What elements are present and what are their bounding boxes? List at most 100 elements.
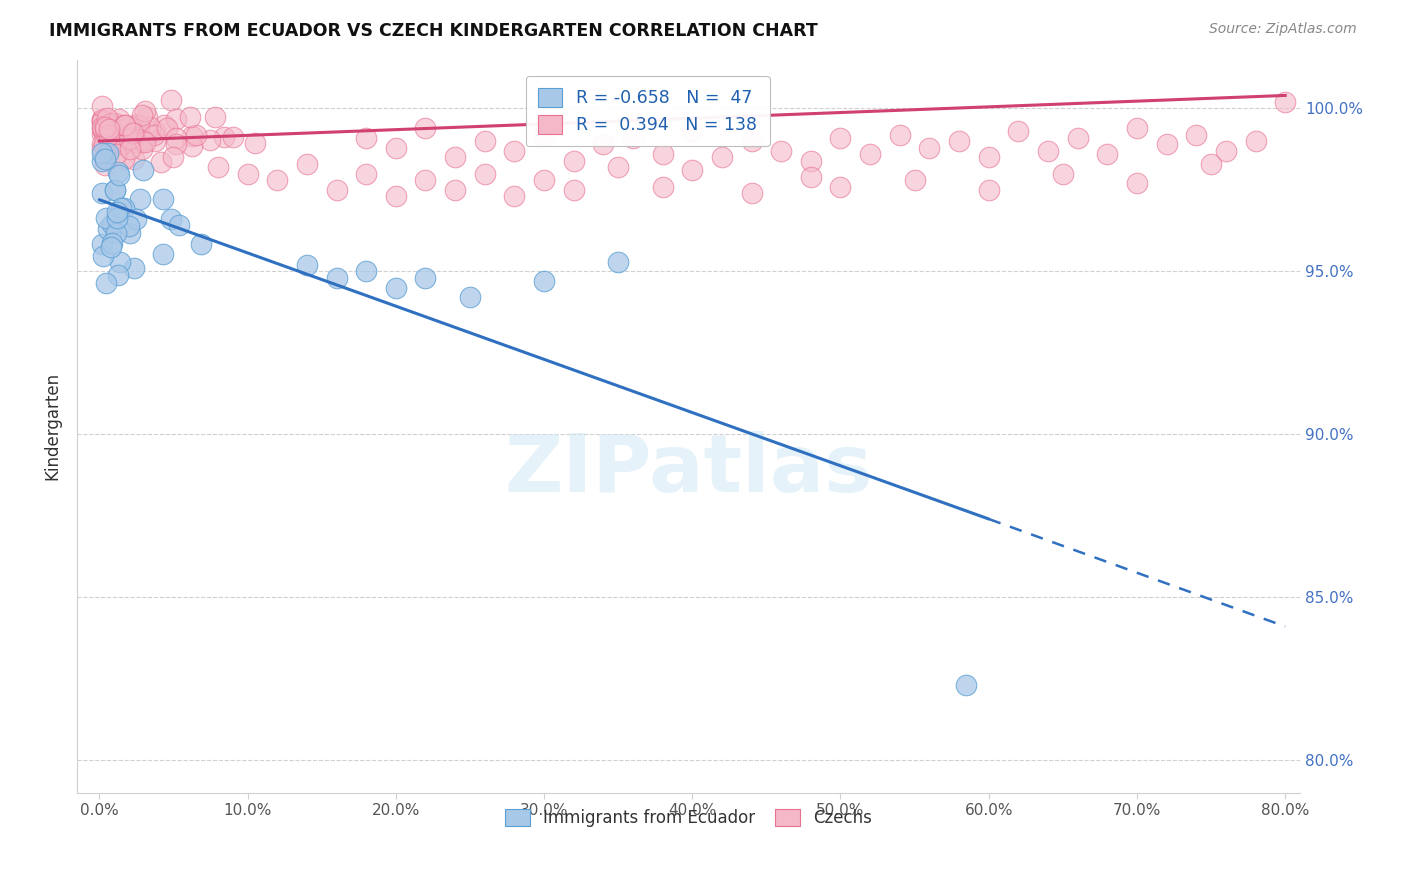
Point xyxy=(152,193,174,207)
Text: Source: ZipAtlas.com: Source: ZipAtlas.com xyxy=(1209,22,1357,37)
Point xyxy=(741,134,763,148)
Point xyxy=(104,183,127,197)
Point xyxy=(131,142,153,156)
Point xyxy=(94,151,117,165)
Point xyxy=(91,236,114,251)
Point xyxy=(105,146,128,161)
Point xyxy=(474,134,496,148)
Point xyxy=(114,128,136,143)
Point xyxy=(114,118,136,132)
Point xyxy=(741,186,763,201)
Point xyxy=(125,211,148,226)
Point xyxy=(112,201,135,215)
Point xyxy=(91,145,114,160)
Point xyxy=(98,129,121,144)
Point xyxy=(948,134,970,148)
Point xyxy=(415,271,437,285)
Point xyxy=(977,150,1000,164)
Point xyxy=(91,186,114,200)
Point xyxy=(104,183,127,197)
Point xyxy=(98,116,121,130)
Point xyxy=(354,167,377,181)
Point xyxy=(162,150,184,164)
Point xyxy=(94,122,117,136)
Point xyxy=(91,112,114,127)
Point xyxy=(607,160,630,174)
Point xyxy=(105,135,128,149)
Point xyxy=(94,120,117,134)
Point xyxy=(91,128,114,142)
Point xyxy=(955,678,977,692)
Point xyxy=(169,218,191,232)
Point xyxy=(1199,157,1222,171)
Point xyxy=(108,169,131,183)
Point xyxy=(98,122,121,136)
Point xyxy=(93,136,115,151)
Point xyxy=(533,274,555,288)
Point xyxy=(128,119,150,133)
Point xyxy=(143,124,166,138)
Point xyxy=(859,147,882,161)
Point xyxy=(107,268,129,282)
Point xyxy=(108,255,131,269)
Point xyxy=(385,280,408,294)
Point xyxy=(1185,128,1208,142)
Point xyxy=(127,117,149,131)
Point xyxy=(112,118,135,132)
Point xyxy=(107,112,129,126)
Point xyxy=(128,192,150,206)
Point xyxy=(1066,130,1088,145)
Point xyxy=(621,130,644,145)
Point xyxy=(444,183,467,197)
Point xyxy=(91,249,114,263)
Point xyxy=(607,254,630,268)
Point xyxy=(132,133,155,147)
Point xyxy=(94,152,117,166)
Point xyxy=(91,98,114,112)
Point xyxy=(325,183,347,197)
Point xyxy=(98,118,121,132)
Point xyxy=(710,150,733,164)
Point xyxy=(111,131,134,145)
Point xyxy=(105,211,128,226)
Point xyxy=(122,260,145,275)
Point xyxy=(354,264,377,278)
Point xyxy=(190,236,212,251)
Point xyxy=(120,131,142,145)
Point xyxy=(100,235,122,250)
Point xyxy=(181,139,204,153)
Point xyxy=(503,144,526,158)
Point xyxy=(681,124,703,138)
Point xyxy=(562,153,585,168)
Point xyxy=(159,211,181,226)
Point xyxy=(295,157,318,171)
Point xyxy=(105,137,128,152)
Point xyxy=(444,150,467,164)
Point xyxy=(243,136,266,151)
Point xyxy=(918,140,941,154)
Point xyxy=(101,129,124,144)
Point xyxy=(204,110,226,124)
Point xyxy=(98,117,121,131)
Point xyxy=(118,219,141,233)
Point xyxy=(1097,147,1119,161)
Point xyxy=(800,169,823,184)
Point xyxy=(132,163,155,178)
Point xyxy=(91,153,114,168)
Point xyxy=(96,111,118,125)
Point xyxy=(770,144,793,158)
Point xyxy=(385,189,408,203)
Point xyxy=(131,135,153,149)
Point xyxy=(98,123,121,137)
Point xyxy=(105,205,128,219)
Point xyxy=(143,135,166,149)
Point xyxy=(295,258,318,272)
Point xyxy=(112,153,135,167)
Point xyxy=(91,113,114,128)
Point xyxy=(107,165,129,179)
Point xyxy=(97,221,120,235)
Point xyxy=(184,128,207,142)
Point xyxy=(904,173,927,187)
Point xyxy=(562,183,585,197)
Point xyxy=(120,142,142,156)
